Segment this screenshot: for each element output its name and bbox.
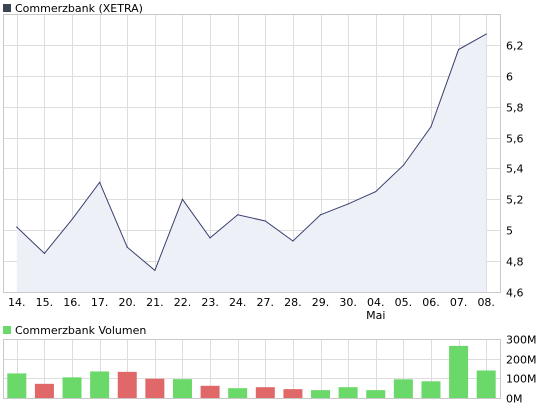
price-point xyxy=(209,237,211,239)
price-legend-swatch xyxy=(3,4,11,12)
price-point xyxy=(154,269,156,271)
volume-legend-swatch xyxy=(3,326,11,334)
price-y-tick-label: 5,4 xyxy=(506,163,524,176)
volume-legend: Commerzbank Volumen xyxy=(3,324,146,337)
price-area xyxy=(16,34,487,292)
x-tick-label: 07. xyxy=(450,296,468,309)
x-tick-label: 16. xyxy=(63,296,81,309)
volume-bar xyxy=(62,377,82,398)
volume-bar xyxy=(255,387,275,398)
price-point xyxy=(347,203,349,205)
volume-bar xyxy=(117,371,137,398)
volume-bar xyxy=(449,345,469,398)
x-tick-label: 28. xyxy=(284,296,302,309)
volume-bar xyxy=(283,389,303,398)
price-panel: 4,6 4,8 5 5,2 5,4 5,6 5,8 6 6,2 xyxy=(3,14,524,300)
volume-bar xyxy=(145,378,165,398)
price-y-tick-label: 5,2 xyxy=(506,194,524,207)
price-point xyxy=(71,218,73,221)
x-tick-label: 30. xyxy=(339,296,357,309)
x-tick-label: 17. xyxy=(91,296,109,309)
volume-bar xyxy=(366,390,386,398)
price-y-tick-label: 5,6 xyxy=(506,133,524,146)
price-point xyxy=(292,240,294,242)
volume-bar xyxy=(393,379,413,398)
price-line xyxy=(16,33,487,272)
price-plot-frame xyxy=(3,14,501,293)
x-tick-label: 23. xyxy=(201,296,219,309)
price-point xyxy=(457,48,460,51)
month-label: Mai xyxy=(366,309,385,322)
x-tick-label: 15. xyxy=(36,296,54,309)
price-y-tick-label: 4,6 xyxy=(506,287,524,300)
price-y-tick-label: 5,8 xyxy=(506,102,524,115)
price-point xyxy=(237,214,239,216)
price-legend-label: Commerzbank (XETRA) xyxy=(15,2,143,15)
x-tick-label: 06. xyxy=(422,296,440,309)
x-tick-label: 04. xyxy=(367,296,385,309)
volume-bar xyxy=(90,371,110,398)
price-x-axis: 14. 15. 16. 17. 20. 21. 22. 23. 24. 27. 28. 29. 30. 0… xyxy=(8,296,495,309)
price-legend: Commerzbank (XETRA) xyxy=(3,2,143,15)
price-point xyxy=(264,220,266,222)
volume-bar xyxy=(172,379,192,398)
price-point xyxy=(319,214,322,216)
x-tick-label: 29. xyxy=(312,296,330,309)
volume-bar xyxy=(421,381,441,398)
volume-y-tick-label: 0M xyxy=(506,393,523,406)
volume-bar xyxy=(34,383,54,398)
price-y-tick-label: 5 xyxy=(506,225,513,238)
price-y-tick-label: 4,8 xyxy=(506,256,524,269)
volume-bar xyxy=(200,385,220,398)
volume-plot-frame xyxy=(3,339,501,399)
x-tick-label: 22. xyxy=(174,296,192,309)
volume-legend-label: Commerzbank Volumen xyxy=(15,324,146,337)
x-tick-label: 14. xyxy=(8,296,26,309)
x-tick-label: 27. xyxy=(257,296,275,309)
price-point xyxy=(375,191,377,193)
x-tick-label: 20. xyxy=(119,296,137,309)
volume-bar xyxy=(228,388,248,398)
price-y-tick-label: 6 xyxy=(506,71,513,84)
price-point xyxy=(99,181,101,183)
volume-bar xyxy=(476,370,496,398)
price-point xyxy=(181,198,184,200)
x-tick-label: 24. xyxy=(229,296,247,309)
volume-panel: 0M 100M 200M 300M xyxy=(3,334,537,406)
price-y-tick-label: 6,2 xyxy=(506,40,524,53)
price-point xyxy=(16,226,18,228)
price-point xyxy=(430,126,432,128)
price-point xyxy=(126,246,128,248)
volume-bar xyxy=(7,373,27,398)
x-tick-label: 08. xyxy=(477,296,495,309)
volume-y-tick-label: 200M xyxy=(506,354,537,367)
price-point xyxy=(485,33,487,35)
volume-y-tick-label: 300M xyxy=(506,334,537,347)
price-point xyxy=(402,164,404,166)
volume-bar xyxy=(311,390,331,398)
x-tick-label: 21. xyxy=(146,296,164,309)
volume-bar xyxy=(338,387,358,398)
x-tick-label: 05. xyxy=(395,296,413,309)
price-point xyxy=(43,252,46,254)
volume-y-tick-label: 100M xyxy=(506,373,537,386)
